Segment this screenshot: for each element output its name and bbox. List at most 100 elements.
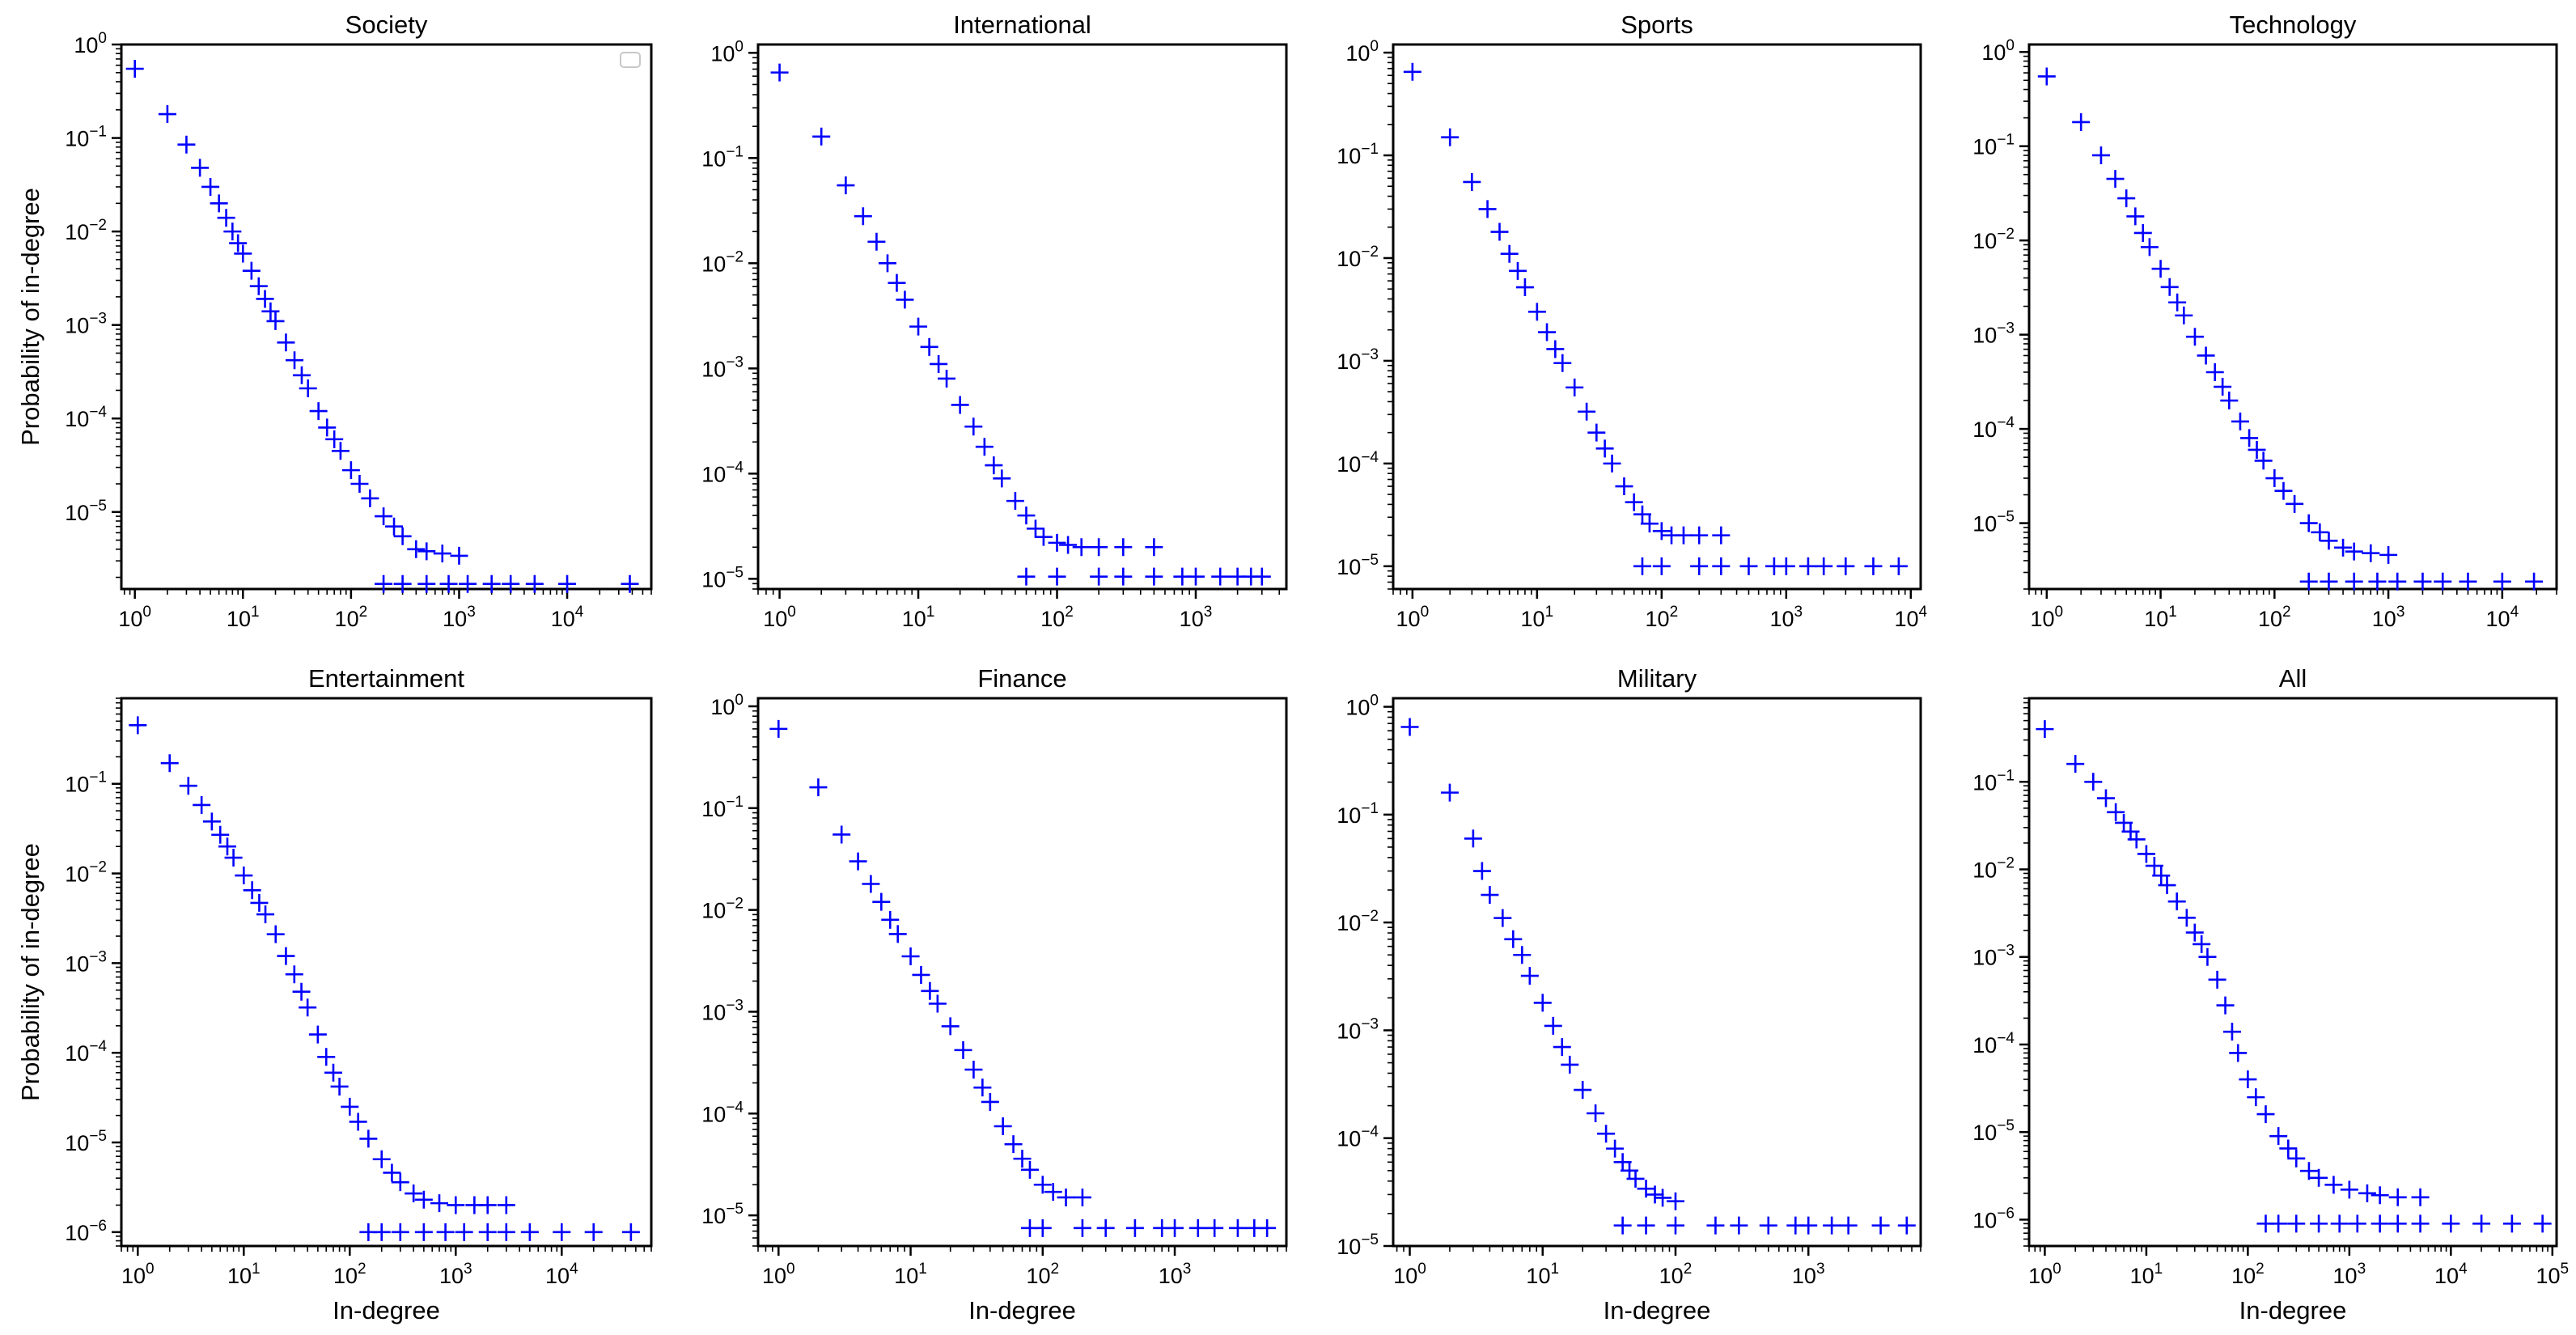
subplot-title: Military: [1617, 664, 1697, 693]
data-point: [1258, 1218, 1277, 1237]
data-point: [308, 1025, 327, 1044]
data-point: [218, 837, 236, 856]
data-point: [881, 910, 900, 929]
y-tick-label: 10−3: [65, 948, 107, 976]
data-point: [1815, 557, 1833, 575]
data-point: [261, 302, 280, 320]
data-point: [2330, 1214, 2349, 1233]
y-tick-label: 10−4: [1337, 449, 1379, 477]
data-point: [372, 1223, 391, 1241]
data-point: [1587, 423, 1606, 442]
y-tick-label: 10−5: [701, 1201, 744, 1228]
data-point: [1538, 323, 1557, 341]
data-point: [249, 277, 268, 295]
data-point: [1690, 557, 1709, 575]
data-point: [888, 273, 906, 292]
data-point: [1017, 567, 1036, 586]
data-point: [1090, 567, 1108, 586]
data-point: [1400, 718, 1419, 736]
y-tick-label: 10−2: [1972, 226, 2015, 253]
data-point: [235, 867, 253, 885]
data-point: [1440, 783, 1459, 802]
data-point: [558, 574, 577, 593]
y-tick-label: 10−6: [65, 1218, 107, 1245]
x-axis-label: In-degree: [333, 1296, 440, 1324]
data-point: [266, 925, 285, 943]
data-point: [1493, 909, 1512, 927]
data-point: [1188, 1218, 1207, 1237]
data-point: [1166, 1218, 1184, 1237]
data-point: [405, 1185, 423, 1203]
data-point: [1626, 1169, 1645, 1188]
data-point: [809, 778, 828, 797]
data-point: [1706, 1216, 1725, 1235]
x-tick-label: 102: [1659, 1261, 1693, 1288]
data-point: [993, 469, 1011, 488]
y-tick-label: 10−2: [65, 217, 107, 244]
data-point: [2117, 189, 2136, 208]
x-axis-label: In-degree: [1604, 1296, 1711, 1324]
data-point: [1777, 557, 1795, 575]
data-point: [2311, 523, 2329, 541]
data-point: [621, 1223, 640, 1241]
subplot-title: Sports: [1621, 11, 1693, 39]
data-point: [430, 1194, 448, 1213]
y-tick-label: 10−2: [65, 859, 107, 887]
x-tick-label: 102: [2258, 604, 2291, 631]
subplot-title: Society: [345, 11, 428, 39]
data-point: [1546, 340, 1565, 358]
data-point: [391, 1173, 409, 1192]
data-point: [447, 1196, 465, 1214]
subplot-all: All 100 101 102 103 104 105 10−1 10−2 10−3 10−4 10−…: [1972, 664, 2569, 1324]
y-tick-label: 10−1: [65, 124, 107, 151]
x-tick-label: 102: [1646, 604, 1679, 631]
data-point: [210, 194, 228, 213]
data-point: [2287, 1214, 2306, 1233]
data-point: [330, 1077, 349, 1096]
data-point: [1587, 1104, 1605, 1122]
data-point: [497, 1223, 515, 1241]
data-point: [1403, 62, 1421, 81]
subplot-title: International: [953, 11, 1091, 39]
data-point: [450, 546, 468, 565]
data-point: [920, 337, 938, 356]
data-point: [2388, 572, 2407, 591]
data-point: [2269, 1214, 2288, 1233]
data-point: [1615, 477, 1633, 496]
data-point: [331, 442, 350, 460]
data-point: [459, 574, 477, 593]
data-point: [2152, 867, 2171, 885]
data-point: [1640, 515, 1659, 533]
x-tick-label: 102: [333, 1261, 366, 1288]
y-tick-label: 10−3: [65, 311, 107, 338]
data-point: [1044, 1183, 1062, 1202]
data-series: [1403, 62, 1908, 575]
subplot-society: Society 100 101 102 103 104 100 10−1 10−2 10−3 10−…: [16, 11, 653, 631]
data-point: [433, 545, 451, 563]
data-point: [2072, 112, 2091, 131]
data-point: [158, 105, 176, 124]
data-point: [2216, 996, 2235, 1015]
data-point: [393, 574, 412, 593]
data-point: [202, 812, 221, 831]
x-tick-label: 100: [1393, 1261, 1426, 1288]
data-series: [2037, 67, 2544, 591]
data-point: [1889, 557, 1908, 575]
y-tick-label: 10−3: [1337, 1015, 1379, 1043]
data-point: [1073, 1218, 1091, 1237]
data-point: [1504, 930, 1523, 948]
plot-frame: [120, 697, 653, 1248]
data-point: [309, 402, 328, 421]
y-tick-label: 10−5: [65, 1128, 107, 1155]
data-point: [2265, 469, 2284, 488]
x-tick-label: 104: [1894, 604, 1927, 631]
y-tick-label: 10−4: [701, 1099, 744, 1126]
data-point: [1034, 528, 1053, 546]
y-tick-label: 100: [1345, 38, 1379, 66]
data-point: [1205, 1218, 1224, 1237]
data-point: [867, 232, 886, 251]
data-point: [223, 222, 242, 241]
data-point: [375, 507, 393, 526]
y-tick-label: 10−5: [701, 564, 744, 591]
x-tick-label: 101: [227, 604, 260, 631]
